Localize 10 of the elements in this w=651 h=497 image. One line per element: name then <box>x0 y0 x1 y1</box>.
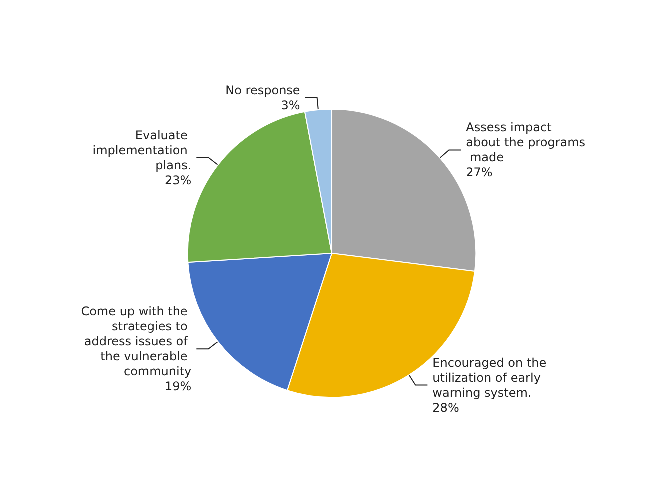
data-label: 28% <box>432 400 460 415</box>
data-label: 19% <box>164 380 192 394</box>
slice-label: Evaluate implementation plans. <box>92 128 192 172</box>
slice-label: Encouraged on the utilization of early warning system. <box>432 356 550 400</box>
data-label: 27% <box>466 166 493 180</box>
slice-label: No response <box>226 84 300 98</box>
data-label: 23% <box>164 173 192 188</box>
data-label: 3% <box>281 98 300 113</box>
slice-label: Come up with the strategies to address issues of the vulnerable community <box>81 304 192 379</box>
slice-label: Assess impact about the programs made <box>466 120 586 165</box>
